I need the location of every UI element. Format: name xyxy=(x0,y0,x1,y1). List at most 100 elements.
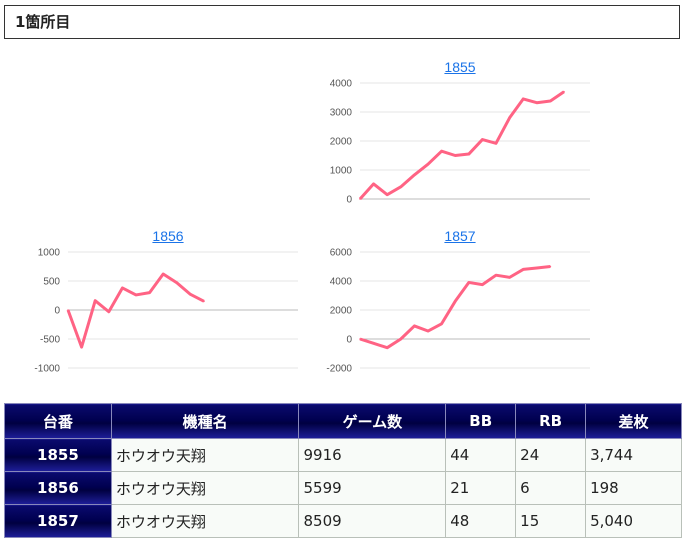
game-count-cell: 9916 xyxy=(298,438,447,472)
rb-cell: 6 xyxy=(515,471,587,505)
chart-svg: -1000 -500 0 500 1000 xyxy=(34,248,298,375)
y-tick-label: 6000 xyxy=(330,248,353,259)
chart-svg: -2000 0 2000 4000 6000 xyxy=(326,248,590,375)
data-point xyxy=(413,325,416,327)
data-point xyxy=(495,142,497,145)
bb-cell: 48 xyxy=(445,504,517,538)
data-point xyxy=(94,299,96,302)
data-point xyxy=(427,163,429,165)
machine-no-cell: 1855 xyxy=(4,438,112,472)
bb-cell: 44 xyxy=(445,438,517,472)
data-point xyxy=(481,138,484,141)
y-tick-label: 4000 xyxy=(330,277,353,288)
data-point xyxy=(372,342,375,345)
y-tick-label: 1000 xyxy=(38,248,61,259)
data-point xyxy=(454,300,456,303)
model-name-cell: ホウオウ天翔 xyxy=(110,504,300,538)
header-machine-no: 台番 xyxy=(4,403,112,439)
data-point xyxy=(508,276,511,279)
bb-cell: 21 xyxy=(445,471,517,505)
data-point xyxy=(549,265,552,268)
rb-cell: 24 xyxy=(515,438,587,472)
data-point xyxy=(440,150,443,152)
data-point xyxy=(162,273,164,275)
chart-title-link[interactable]: 1856 xyxy=(152,228,184,244)
y-tick-label: 1000 xyxy=(330,166,353,177)
data-point xyxy=(203,300,205,303)
section-header: 1箇所目 xyxy=(4,5,680,39)
data-point xyxy=(121,287,124,289)
data-point xyxy=(536,267,538,269)
data-point xyxy=(563,90,565,93)
y-tick-label: -500 xyxy=(40,335,60,346)
series-line xyxy=(358,90,565,201)
model-name-cell: ホウオウ天翔 xyxy=(110,438,300,472)
model-name-cell: ホウオウ天翔 xyxy=(110,471,300,505)
series-line xyxy=(66,272,205,349)
data-point xyxy=(536,101,538,104)
data-point xyxy=(468,281,470,284)
data-point xyxy=(359,198,361,200)
data-point xyxy=(522,98,524,100)
table-row: 1857 ホウオウ天翔 8509 48 15 5,040 xyxy=(4,504,682,538)
y-tick-label: 0 xyxy=(346,195,352,206)
header-bb: BB xyxy=(445,403,517,439)
machine-table: 台番 機種名 ゲーム数 BB RB 差枚 1855 ホウオウ天翔 9916 44… xyxy=(4,403,682,538)
table-header-row: 台番 機種名 ゲーム数 BB RB 差枚 xyxy=(4,403,682,439)
table-row: 1856 ホウオウ天翔 5599 21 6 198 xyxy=(4,471,682,505)
y-tick-label: 4000 xyxy=(330,79,353,90)
data-point xyxy=(189,293,192,296)
header-game-count: ゲーム数 xyxy=(298,403,447,439)
diff-cell: 3,744 xyxy=(585,438,682,472)
y-tick-label: 2000 xyxy=(330,137,353,148)
data-point xyxy=(400,338,402,340)
data-point xyxy=(80,346,83,348)
header-diff: 差枚 xyxy=(585,403,682,439)
series-line xyxy=(359,265,551,350)
data-point xyxy=(454,154,456,157)
machine-no-cell: 1856 xyxy=(4,471,112,505)
data-point xyxy=(386,193,388,196)
data-point xyxy=(67,309,69,311)
chart-title-link[interactable]: 1857 xyxy=(444,228,476,244)
game-count-cell: 5599 xyxy=(298,471,447,505)
data-point xyxy=(386,346,388,349)
header-model-name: 機種名 xyxy=(110,403,300,439)
data-point xyxy=(372,183,375,185)
section-title: 1箇所目 xyxy=(15,13,71,31)
header-rb: RB xyxy=(515,403,587,439)
chart-1856: 1856 -1000 -500 0 500 1000 xyxy=(28,226,308,376)
chart-title-link[interactable]: 1855 xyxy=(444,59,476,75)
data-point xyxy=(549,100,552,102)
chart-1857: 1857 -2000 0 2000 4000 6000 xyxy=(320,226,600,376)
data-point xyxy=(468,153,470,155)
data-point xyxy=(108,310,110,313)
y-tick-label: 2000 xyxy=(330,306,353,317)
diff-cell: 5,040 xyxy=(585,504,682,538)
y-tick-label: -2000 xyxy=(326,364,352,375)
y-tick-label: 0 xyxy=(54,306,60,317)
data-point xyxy=(413,174,416,176)
data-point xyxy=(522,268,524,271)
game-count-cell: 8509 xyxy=(298,504,447,538)
data-point xyxy=(508,117,511,119)
data-point xyxy=(135,294,137,296)
table-row: 1855 ホウオウ天翔 9916 44 24 3,744 xyxy=(4,438,682,472)
rb-cell: 15 xyxy=(515,504,587,538)
data-point xyxy=(440,322,443,325)
data-point xyxy=(176,281,178,284)
diff-cell: 198 xyxy=(585,471,682,505)
data-point xyxy=(481,283,484,286)
y-tick-label: -1000 xyxy=(34,364,60,375)
machine-no-cell: 1857 xyxy=(4,504,112,538)
data-point xyxy=(359,338,361,340)
y-tick-label: 0 xyxy=(346,335,352,346)
data-point xyxy=(427,330,429,332)
data-point xyxy=(148,291,151,294)
data-point xyxy=(400,186,402,188)
chart-svg: 0 1000 2000 3000 4000 xyxy=(330,79,590,206)
chart-1855: 1855 0 1000 2000 3000 4000 xyxy=(320,57,600,207)
y-tick-label: 3000 xyxy=(330,108,353,119)
y-tick-label: 500 xyxy=(43,277,60,288)
data-point xyxy=(495,274,497,276)
